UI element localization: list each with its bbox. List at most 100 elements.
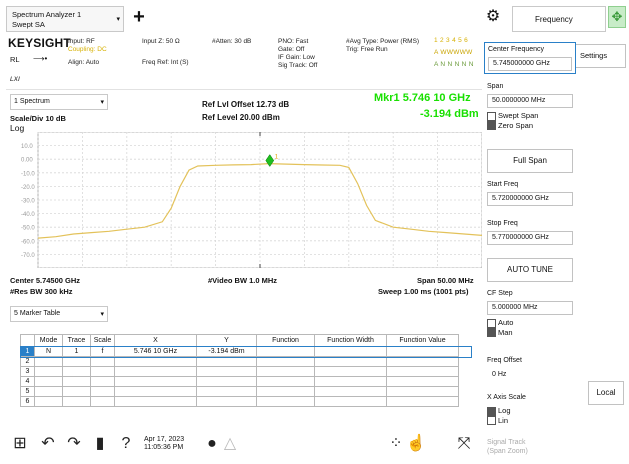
- video-bw-label[interactable]: #Video BW 1.0 MHz: [208, 276, 278, 285]
- align[interactable]: Align: Auto: [68, 59, 100, 66]
- stop-freq-field[interactable]: 5.770000000 GHz: [487, 231, 573, 245]
- full-span-button[interactable]: Full Span: [487, 149, 573, 173]
- screen-tab-selector[interactable]: Spectrum Analyzer 1 Swept SA ▾: [6, 6, 124, 32]
- trace-detectors[interactable]: A N N N N N: [434, 61, 474, 68]
- table-cell[interactable]: [114, 376, 197, 387]
- table-cell[interactable]: [386, 376, 459, 387]
- marker-amp-readout[interactable]: -3.194 dBm: [420, 108, 479, 120]
- window-selector[interactable]: 1 Spectrum ▾: [10, 94, 108, 110]
- span-label[interactable]: Span 50.00 MHz: [417, 276, 474, 285]
- table-cell[interactable]: [314, 346, 387, 357]
- x-axis-log-option[interactable]: Log: [487, 406, 573, 416]
- table-cell[interactable]: [34, 356, 63, 367]
- avg-type[interactable]: #Avg Type: Power (RMS): [346, 38, 420, 45]
- coupling[interactable]: Coupling: DC: [68, 46, 107, 53]
- cf-step-auto-option[interactable]: Auto: [487, 318, 573, 328]
- table-cell[interactable]: [196, 386, 257, 397]
- scale-div-label[interactable]: Scale/Div 10 dB: [10, 114, 66, 123]
- table-cell[interactable]: [114, 396, 197, 407]
- marker-table[interactable]: Mode Trace Scale X Y Function Function Width Fu…: [20, 334, 459, 407]
- windows-icon[interactable]: ⊞: [13, 435, 27, 452]
- x-axis-lin-option[interactable]: Lin: [487, 416, 573, 426]
- table-row[interactable]: 4: [20, 376, 459, 387]
- table-cell[interactable]: -3.194 dBm: [196, 346, 257, 357]
- table-cell[interactable]: 2: [20, 356, 35, 367]
- marker-freq-readout[interactable]: Mkr1 5.746 10 GHz: [374, 92, 471, 104]
- table-cell[interactable]: [256, 366, 315, 377]
- table-cell[interactable]: [90, 386, 115, 397]
- table-cell[interactable]: [314, 376, 387, 387]
- help-icon[interactable]: ?: [121, 435, 131, 452]
- table-cell[interactable]: [34, 386, 63, 397]
- table-cell[interactable]: [90, 376, 115, 387]
- cf-step-man-option[interactable]: Man: [487, 328, 573, 338]
- table-cell[interactable]: [114, 356, 197, 367]
- zero-span-option[interactable]: Zero Span: [487, 121, 573, 131]
- table-cell[interactable]: [314, 356, 387, 367]
- table-row[interactable]: 6: [20, 396, 459, 407]
- table-cell[interactable]: [196, 396, 257, 407]
- trace-numbers[interactable]: 1 2 3 4 5 6: [434, 37, 469, 44]
- table-cell[interactable]: [34, 366, 63, 377]
- table-cell[interactable]: 5: [20, 386, 35, 397]
- grid-icon[interactable]: ⁘: [389, 435, 403, 452]
- settings-tab[interactable]: Settings: [576, 44, 626, 68]
- table-cell[interactable]: [114, 386, 197, 397]
- freq-offset-group[interactable]: Freq Offset 0 Hz: [484, 356, 576, 382]
- span-field[interactable]: 50.0000000 MHz: [487, 94, 573, 108]
- warning-icon[interactable]: △: [223, 435, 237, 452]
- table-cell[interactable]: [256, 376, 315, 387]
- table-row[interactable]: 1 N 1 f 5.746 10 GHz -3.194 dBm: [20, 346, 459, 357]
- table-cell[interactable]: [114, 366, 197, 377]
- column-header[interactable]: X: [114, 334, 197, 347]
- trace-types[interactable]: A WWWWW: [434, 49, 473, 56]
- spectrum-chart[interactable]: 10.0 0.00 -10.0 -20.0 -30.0 -40.0 -50.0 -60.0 -7…: [20, 132, 482, 268]
- table-cell[interactable]: [256, 356, 315, 367]
- cf-step-group[interactable]: CF Step 5.000000 MHz Auto Man: [484, 289, 576, 338]
- table-cell[interactable]: 1: [62, 346, 91, 357]
- table-cell[interactable]: [62, 376, 91, 387]
- freq-ref[interactable]: Freq Ref: Int (S): [142, 59, 189, 66]
- column-header[interactable]: Function Width: [314, 334, 387, 347]
- input-z[interactable]: Input Z: 50 Ω: [142, 38, 180, 45]
- table-row[interactable]: 2: [20, 356, 459, 367]
- center-freq-field[interactable]: 5.745000000 GHz: [488, 57, 572, 71]
- x-axis-scale-group[interactable]: X Axis Scale Log Lin: [484, 393, 576, 426]
- ref-offset-label[interactable]: Ref Lvl Offset 12.73 dB: [202, 100, 290, 109]
- marker-table-selector[interactable]: 5 Marker Table ▾: [10, 306, 108, 322]
- table-cell[interactable]: [62, 366, 91, 377]
- table-cell[interactable]: 1: [20, 346, 35, 357]
- table-cell[interactable]: [62, 386, 91, 397]
- message-icon[interactable]: ●: [207, 435, 217, 452]
- swept-span-option[interactable]: Swept Span: [487, 111, 573, 121]
- cf-step-field[interactable]: 5.000000 MHz: [487, 301, 573, 315]
- table-cell[interactable]: [256, 396, 315, 407]
- table-cell[interactable]: [90, 356, 115, 367]
- table-cell[interactable]: [256, 386, 315, 397]
- table-cell[interactable]: [314, 396, 387, 407]
- touch-icon[interactable]: ✥: [608, 6, 626, 28]
- ref-level-label[interactable]: Ref Level 20.00 dBm: [202, 113, 280, 122]
- signal-track-group[interactable]: Signal Track (Span Zoom): [484, 438, 576, 456]
- file-icon[interactable]: ▮: [95, 435, 105, 452]
- table-cell[interactable]: [196, 366, 257, 377]
- freq-offset-field[interactable]: 0 Hz: [487, 368, 573, 382]
- table-cell[interactable]: 6: [20, 396, 35, 407]
- table-cell[interactable]: [386, 396, 459, 407]
- column-header[interactable]: Scale: [90, 334, 115, 347]
- menu-selector[interactable]: Frequency ▾: [512, 6, 615, 32]
- table-cell[interactable]: 3: [20, 366, 35, 377]
- gear-icon[interactable]: ⚙: [485, 8, 501, 25]
- start-freq-field[interactable]: 5.720000000 GHz: [487, 192, 573, 206]
- table-cell[interactable]: 5.746 10 GHz: [114, 346, 197, 357]
- start-freq-group[interactable]: Start Freq 5.720000000 GHz: [484, 180, 576, 206]
- table-cell[interactable]: [386, 386, 459, 397]
- gate[interactable]: Gate: Off: [278, 46, 305, 53]
- table-cell[interactable]: [196, 356, 257, 367]
- column-header[interactable]: [20, 334, 35, 347]
- table-row[interactable]: 3: [20, 366, 459, 377]
- table-cell[interactable]: f: [90, 346, 115, 357]
- column-header[interactable]: Function: [256, 334, 315, 347]
- table-cell[interactable]: [90, 366, 115, 377]
- redo-icon[interactable]: ↷: [67, 435, 81, 452]
